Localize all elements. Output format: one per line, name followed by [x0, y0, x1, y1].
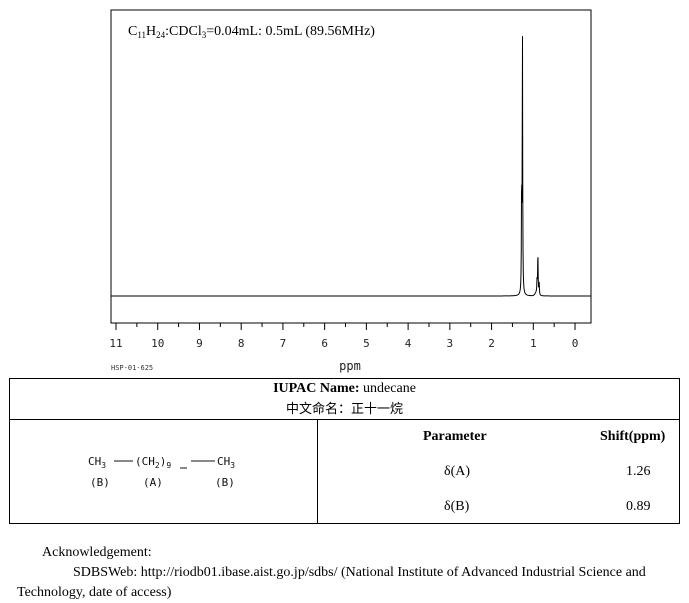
x-tick-label: 6 [321, 337, 328, 350]
x-axis-ticks: 11 10 9 8 7 6 5 4 3 2 1 0 [109, 323, 578, 350]
label-b-right: (B) [215, 476, 235, 489]
label-a: (A) [143, 476, 163, 489]
x-tick-label: 2 [488, 337, 495, 350]
ack-title: Acknowledgement: [42, 545, 152, 560]
chinese-name: 中文命名：正十一烷 [285, 402, 403, 417]
compound-info-table: IUPAC Name: undecane 中文命名：正十一烷 CH3 (CH2)… [9, 378, 680, 524]
param-row-b-shift: 0.89 [626, 499, 651, 514]
x-axis-title: ppm [339, 359, 361, 373]
parameter-header: Parameter [423, 429, 487, 444]
x-tick-label: 0 [572, 337, 579, 350]
x-tick-label: 10 [151, 337, 164, 350]
param-row-a-shift: 1.26 [626, 464, 651, 479]
label-b-left: (B) [90, 476, 110, 489]
nmr-spectrum-chart: C11H24:CDCl3=0.04mL: 0.5mL (89.56MHz) 11… [109, 9, 592, 373]
spectrum-trace [111, 36, 591, 297]
acknowledgement: Acknowledgement: SDBSWeb: http://riodb01… [17, 543, 687, 603]
x-tick-label: 5 [363, 337, 370, 350]
iupac-line: IUPAC Name: undecane [10, 381, 679, 397]
ack-body: SDBSWeb: http://riodb01.ibase.aist.go.jp… [17, 565, 646, 600]
structure-diagram: CH3 (CH2)9 CH3 (B) (A) (B) [88, 455, 235, 489]
methylene-chain: (CH2)9 [135, 455, 171, 470]
x-tick-label: 1 [530, 337, 537, 350]
x-tick-label: 11 [109, 337, 122, 350]
x-tick-label: 7 [280, 337, 287, 350]
param-row-b-name: δ(B) [444, 499, 470, 514]
x-tick-label: 8 [238, 337, 245, 350]
parameter-table: Parameter Shift(ppm) δ(A) 1.26 δ(B) 0.89 [318, 419, 680, 524]
x-tick-label: 9 [196, 337, 203, 350]
iupac-label: IUPAC Name: [273, 381, 360, 396]
plot-frame [110, 9, 592, 324]
structure-cell: CH3 (CH2)9 CH3 (B) (A) (B) [10, 419, 318, 524]
left-methyl: CH3 [88, 455, 106, 470]
param-row-a-name: δ(A) [444, 464, 471, 479]
iupac-name: undecane [363, 381, 416, 396]
x-tick-label: 4 [405, 337, 412, 350]
shift-header: Shift(ppm) [600, 429, 666, 444]
name-row: IUPAC Name: undecane 中文命名：正十一烷 [10, 379, 679, 420]
right-methyl: CH3 [217, 455, 235, 470]
spectrum-code: HSP-01-625 [111, 364, 153, 372]
solvent-annotation: C11H24:CDCl3=0.04mL: 0.5mL (89.56MHz) [128, 24, 375, 40]
x-tick-label: 3 [447, 337, 454, 350]
